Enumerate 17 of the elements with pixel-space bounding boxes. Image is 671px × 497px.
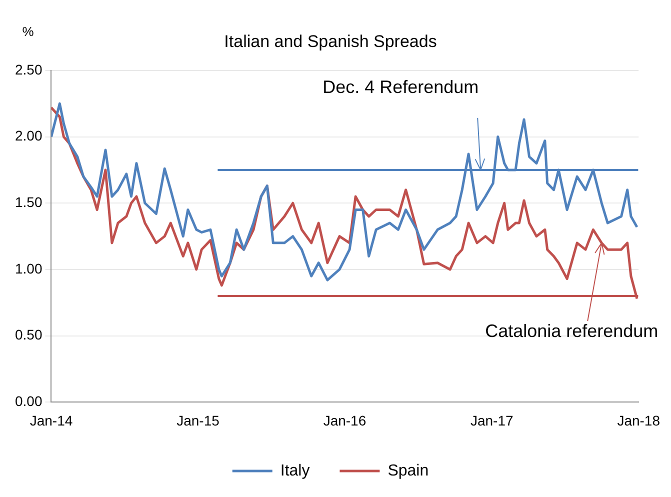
annotation: Catalonia referendum [485,320,658,341]
x-tick-label: Jan-17 [470,412,514,428]
x-tick-label: Jan-14 [30,412,73,428]
y-axis-title: % [22,24,34,39]
x-tick-label: Jan-18 [617,412,660,428]
y-tick-label: 2.00 [15,128,42,144]
y-tick-label: 0.50 [15,326,42,343]
y-tick-label: 0.00 [15,393,42,410]
legend-label: Italy [280,462,310,480]
annotation: Dec. 4 Referendum [322,76,479,97]
y-tick-label: 1.00 [15,260,42,276]
x-tick-label: Jan-16 [323,412,366,428]
x-tick-label: Jan-15 [176,412,220,428]
y-tick-label: 1.50 [15,194,42,210]
chart-title: Italian and Spanish Spreads [224,32,437,51]
y-tick-label: 2.50 [15,61,42,78]
legend-label: Spain [388,462,429,480]
